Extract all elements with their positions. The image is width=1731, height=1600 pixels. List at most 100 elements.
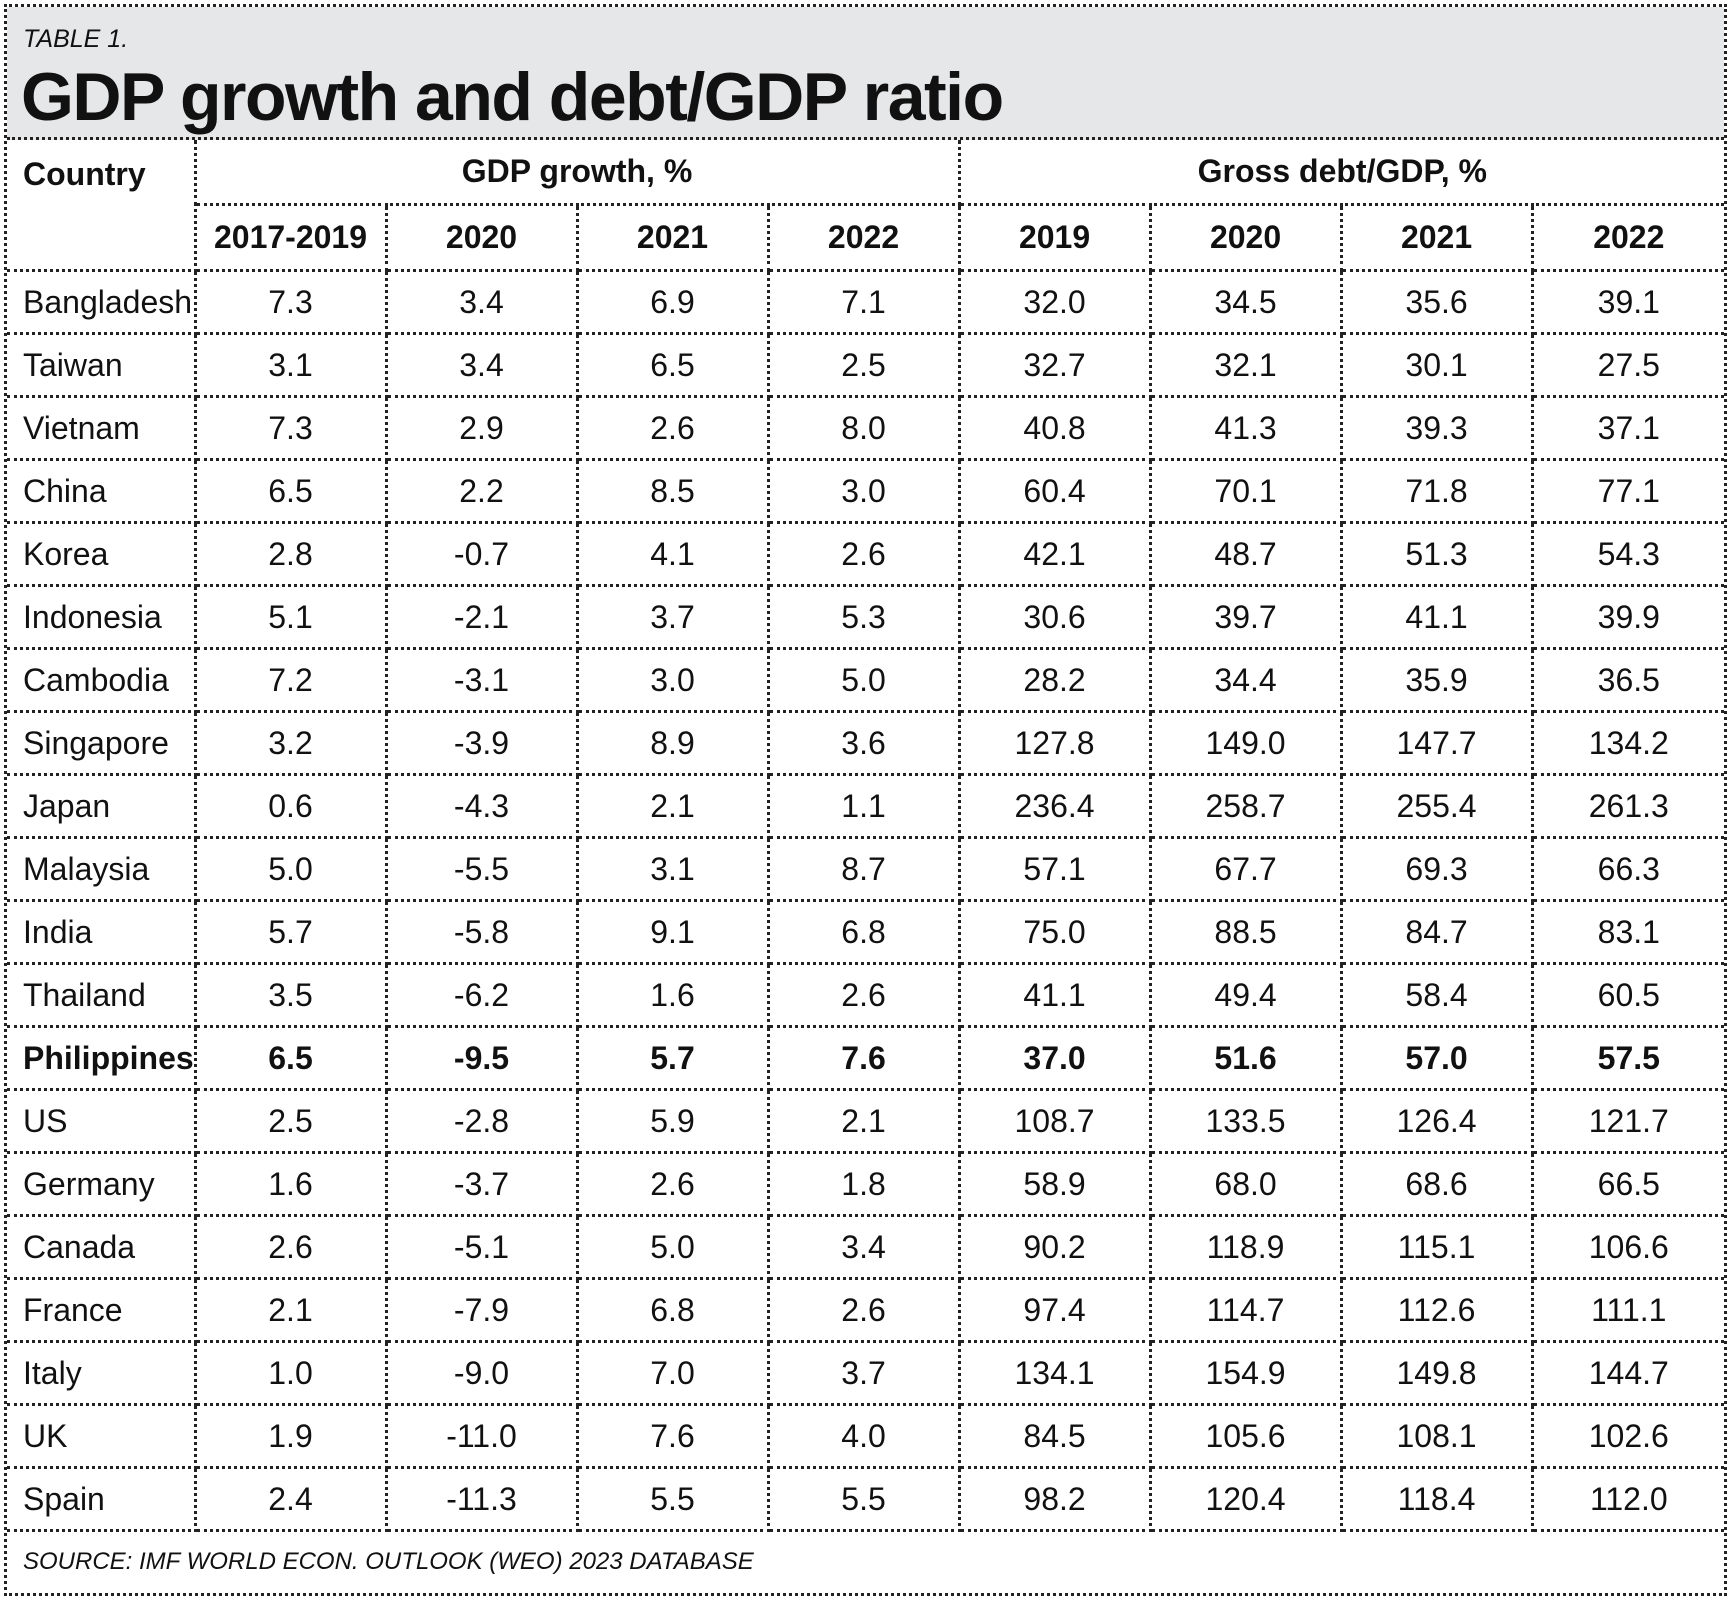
value-cell: -4.3 — [386, 774, 579, 839]
table-row: Spain 2.4 -11.3 5.5 5.5 98.2 120.4 118.4 112.0 — [7, 1467, 1725, 1532]
table-row: Germany 1.6 -3.7 2.6 1.8 58.9 68.0 68.6 66.5 — [7, 1152, 1725, 1217]
value-cell: 58.9 — [959, 1152, 1152, 1217]
value-cell: 7.3 — [195, 396, 388, 461]
column-header: 2020 — [1150, 204, 1343, 272]
column-header: 2017-2019 — [195, 204, 388, 272]
column-header: 2019 — [959, 204, 1152, 272]
value-cell: 114.7 — [1150, 1278, 1343, 1343]
country-cell: India — [7, 900, 197, 965]
value-cell: 154.9 — [1150, 1341, 1343, 1406]
value-cell: 48.7 — [1150, 522, 1343, 587]
value-cell: 32.1 — [1150, 333, 1343, 398]
value-cell: 102.6 — [1532, 1404, 1725, 1469]
value-cell: 69.3 — [1341, 837, 1534, 902]
value-cell: 2.6 — [768, 1278, 961, 1343]
country-column-header: Country — [7, 140, 197, 272]
value-cell: 88.5 — [1150, 900, 1343, 965]
value-cell: 108.1 — [1341, 1404, 1534, 1469]
value-cell: -3.9 — [386, 711, 579, 776]
value-cell: 112.6 — [1341, 1278, 1534, 1343]
value-cell: 57.0 — [1341, 1026, 1534, 1091]
value-cell: 111.1 — [1532, 1278, 1725, 1343]
column-header: 2021 — [577, 204, 770, 272]
value-cell: 2.9 — [386, 396, 579, 461]
value-cell: 8.9 — [577, 711, 770, 776]
value-cell: 66.5 — [1532, 1152, 1725, 1217]
country-cell: Vietnam — [7, 396, 197, 461]
country-cell: Indonesia — [7, 585, 197, 650]
country-cell: Canada — [7, 1215, 197, 1280]
value-cell: 149.0 — [1150, 711, 1343, 776]
value-cell: 2.1 — [768, 1089, 961, 1154]
table-row: China 6.5 2.2 8.5 3.0 60.4 70.1 71.8 77.1 — [7, 459, 1725, 524]
value-cell: 41.3 — [1150, 396, 1343, 461]
value-cell: 3.0 — [768, 459, 961, 524]
value-cell: 5.0 — [768, 648, 961, 713]
table-row: UK 1.9 -11.0 7.6 4.0 84.5 105.6 108.1 102.6 — [7, 1404, 1725, 1469]
value-cell: 2.1 — [195, 1278, 388, 1343]
value-cell: -5.1 — [386, 1215, 579, 1280]
value-cell: 255.4 — [1341, 774, 1534, 839]
value-cell: 1.6 — [577, 963, 770, 1028]
value-cell: 6.9 — [577, 270, 770, 335]
value-cell: 236.4 — [959, 774, 1152, 839]
value-cell: 39.7 — [1150, 585, 1343, 650]
country-cell: US — [7, 1089, 197, 1154]
value-cell: 3.1 — [577, 837, 770, 902]
country-cell: France — [7, 1278, 197, 1343]
value-cell: 5.5 — [577, 1467, 770, 1532]
page-title: GDP growth and debt/GDP ratio — [21, 59, 1004, 135]
value-cell: 5.0 — [577, 1215, 770, 1280]
value-cell: 3.2 — [195, 711, 388, 776]
value-cell: 36.5 — [1532, 648, 1725, 713]
value-cell: 97.4 — [959, 1278, 1152, 1343]
value-cell: 1.1 — [768, 774, 961, 839]
value-cell: 2.6 — [577, 396, 770, 461]
value-cell: 0.6 — [195, 774, 388, 839]
value-cell: 5.7 — [577, 1026, 770, 1091]
value-cell: 51.6 — [1150, 1026, 1343, 1091]
country-cell: Singapore — [7, 711, 197, 776]
table-row: Singapore 3.2 -3.9 8.9 3.6 127.8 149.0 147.7 134… — [7, 711, 1725, 776]
value-cell: 118.9 — [1150, 1215, 1343, 1280]
value-cell: 57.1 — [959, 837, 1152, 902]
value-cell: 4.0 — [768, 1404, 961, 1469]
value-cell: 7.6 — [768, 1026, 961, 1091]
value-cell: 27.5 — [1532, 333, 1725, 398]
value-cell: -7.9 — [386, 1278, 579, 1343]
table-row: Philippines 6.5 -9.5 5.7 7.6 37.0 51.6 57.0 57.5 — [7, 1026, 1725, 1091]
value-cell: 57.5 — [1532, 1026, 1725, 1091]
value-cell: 134.2 — [1532, 711, 1725, 776]
country-cell: Taiwan — [7, 333, 197, 398]
value-cell: 133.5 — [1150, 1089, 1343, 1154]
value-cell: -9.5 — [386, 1026, 579, 1091]
value-cell: 5.3 — [768, 585, 961, 650]
value-cell: 34.5 — [1150, 270, 1343, 335]
value-cell: 28.2 — [959, 648, 1152, 713]
table-row: Vietnam 7.3 2.9 2.6 8.0 40.8 41.3 39.3 37.1 — [7, 396, 1725, 461]
data-table: Country GDP growth, % Gross debt/GDP, % … — [7, 140, 1725, 1532]
value-cell: 7.0 — [577, 1341, 770, 1406]
value-cell: 58.4 — [1341, 963, 1534, 1028]
value-cell: 39.9 — [1532, 585, 1725, 650]
value-cell: 2.1 — [577, 774, 770, 839]
country-cell: Korea — [7, 522, 197, 587]
table-row: Taiwan 3.1 3.4 6.5 2.5 32.7 32.1 30.1 27.5 — [7, 333, 1725, 398]
value-cell: 90.2 — [959, 1215, 1152, 1280]
value-cell: 35.6 — [1341, 270, 1534, 335]
value-cell: 2.6 — [195, 1215, 388, 1280]
value-cell: 75.0 — [959, 900, 1152, 965]
value-cell: 66.3 — [1532, 837, 1725, 902]
value-cell: 37.0 — [959, 1026, 1152, 1091]
value-cell: 261.3 — [1532, 774, 1725, 839]
value-cell: 60.5 — [1532, 963, 1725, 1028]
value-cell: 126.4 — [1341, 1089, 1534, 1154]
value-cell: 35.9 — [1341, 648, 1534, 713]
country-cell: Philippines — [7, 1026, 197, 1091]
value-cell: 3.4 — [386, 333, 579, 398]
value-cell: 2.2 — [386, 459, 579, 524]
table-row: Canada 2.6 -5.1 5.0 3.4 90.2 118.9 115.1 106.6 — [7, 1215, 1725, 1280]
value-cell: 71.8 — [1341, 459, 1534, 524]
column-header: 2020 — [386, 204, 579, 272]
table-frame: TABLE 1. GDP growth and debt/GDP ratio C… — [4, 4, 1727, 1596]
